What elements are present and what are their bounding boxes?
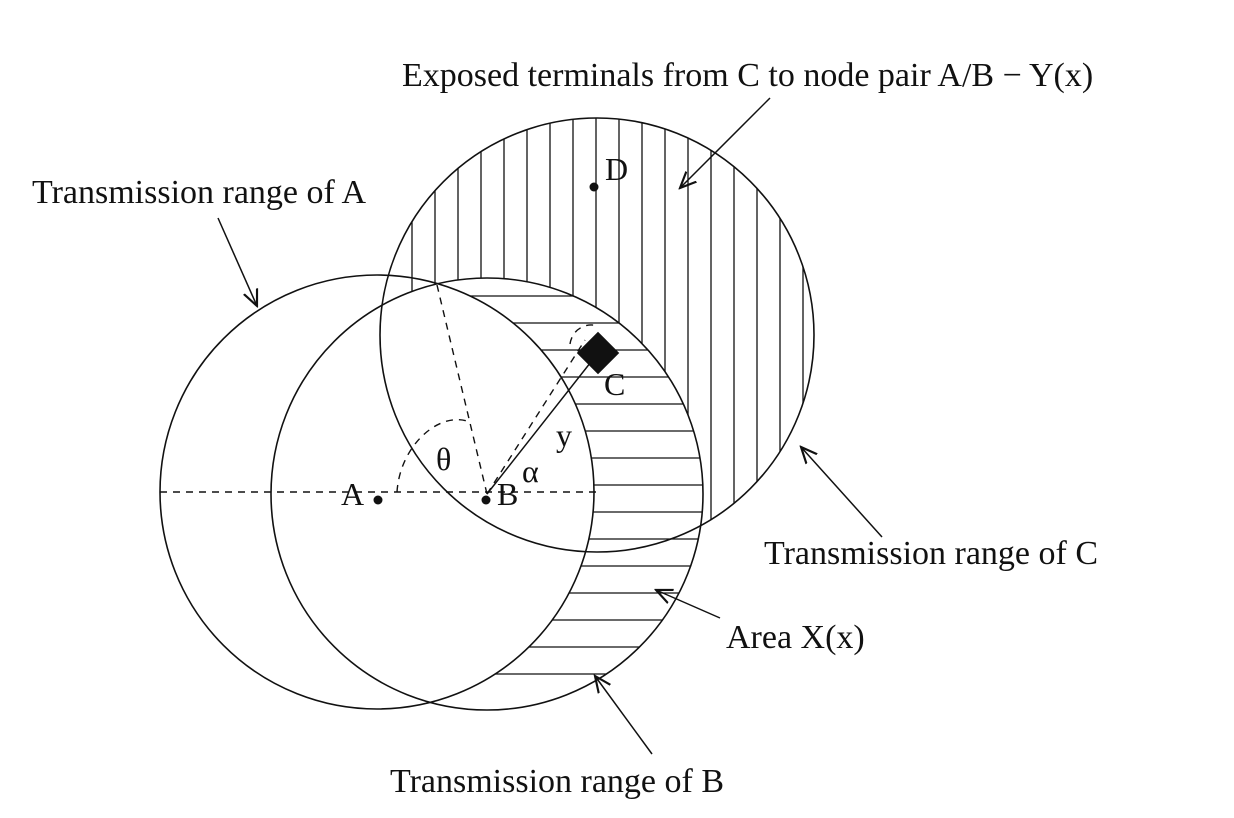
node-a-label: A	[341, 476, 364, 512]
exposed-terminals-hatch	[411, 118, 804, 520]
range-c-arrow	[801, 447, 883, 538]
c-marker-arc	[569, 324, 599, 345]
transmission-range-b-circle	[270, 277, 704, 711]
theta-symbol: θ	[436, 441, 451, 477]
exposed-terminals-arrow	[680, 97, 771, 188]
alpha-symbol: α	[522, 453, 539, 489]
node-b-label: B	[497, 476, 518, 512]
node-b-dot	[481, 495, 491, 505]
transmission-range-c-label: Transmission range of C	[764, 535, 1098, 572]
range-b-arrow	[595, 676, 653, 755]
transmission-range-a-label: Transmission range of A	[32, 174, 366, 211]
area-x-label: Area X(x)	[726, 619, 865, 656]
transmission-range-c-circle	[379, 117, 815, 553]
node-d-label: D	[605, 151, 628, 187]
distance-y-line	[486, 352, 599, 495]
transmission-range-b-label: Transmission range of B	[390, 763, 724, 800]
distance-y-symbol: y	[556, 417, 572, 453]
area-x-arrow	[656, 590, 721, 619]
range-a-arrow	[217, 217, 257, 306]
node-a-dot	[373, 495, 383, 505]
area-x-hatch	[470, 295, 703, 675]
theta-angle-arc	[396, 419, 471, 493]
exposed-terminals-label: Exposed terminals from C to node pair A/…	[402, 57, 1093, 94]
intersection-radius-dashed	[436, 284, 488, 495]
bc-dashed-line	[486, 339, 586, 495]
node-c-label: C	[604, 366, 625, 402]
node-d-dot	[589, 182, 599, 192]
